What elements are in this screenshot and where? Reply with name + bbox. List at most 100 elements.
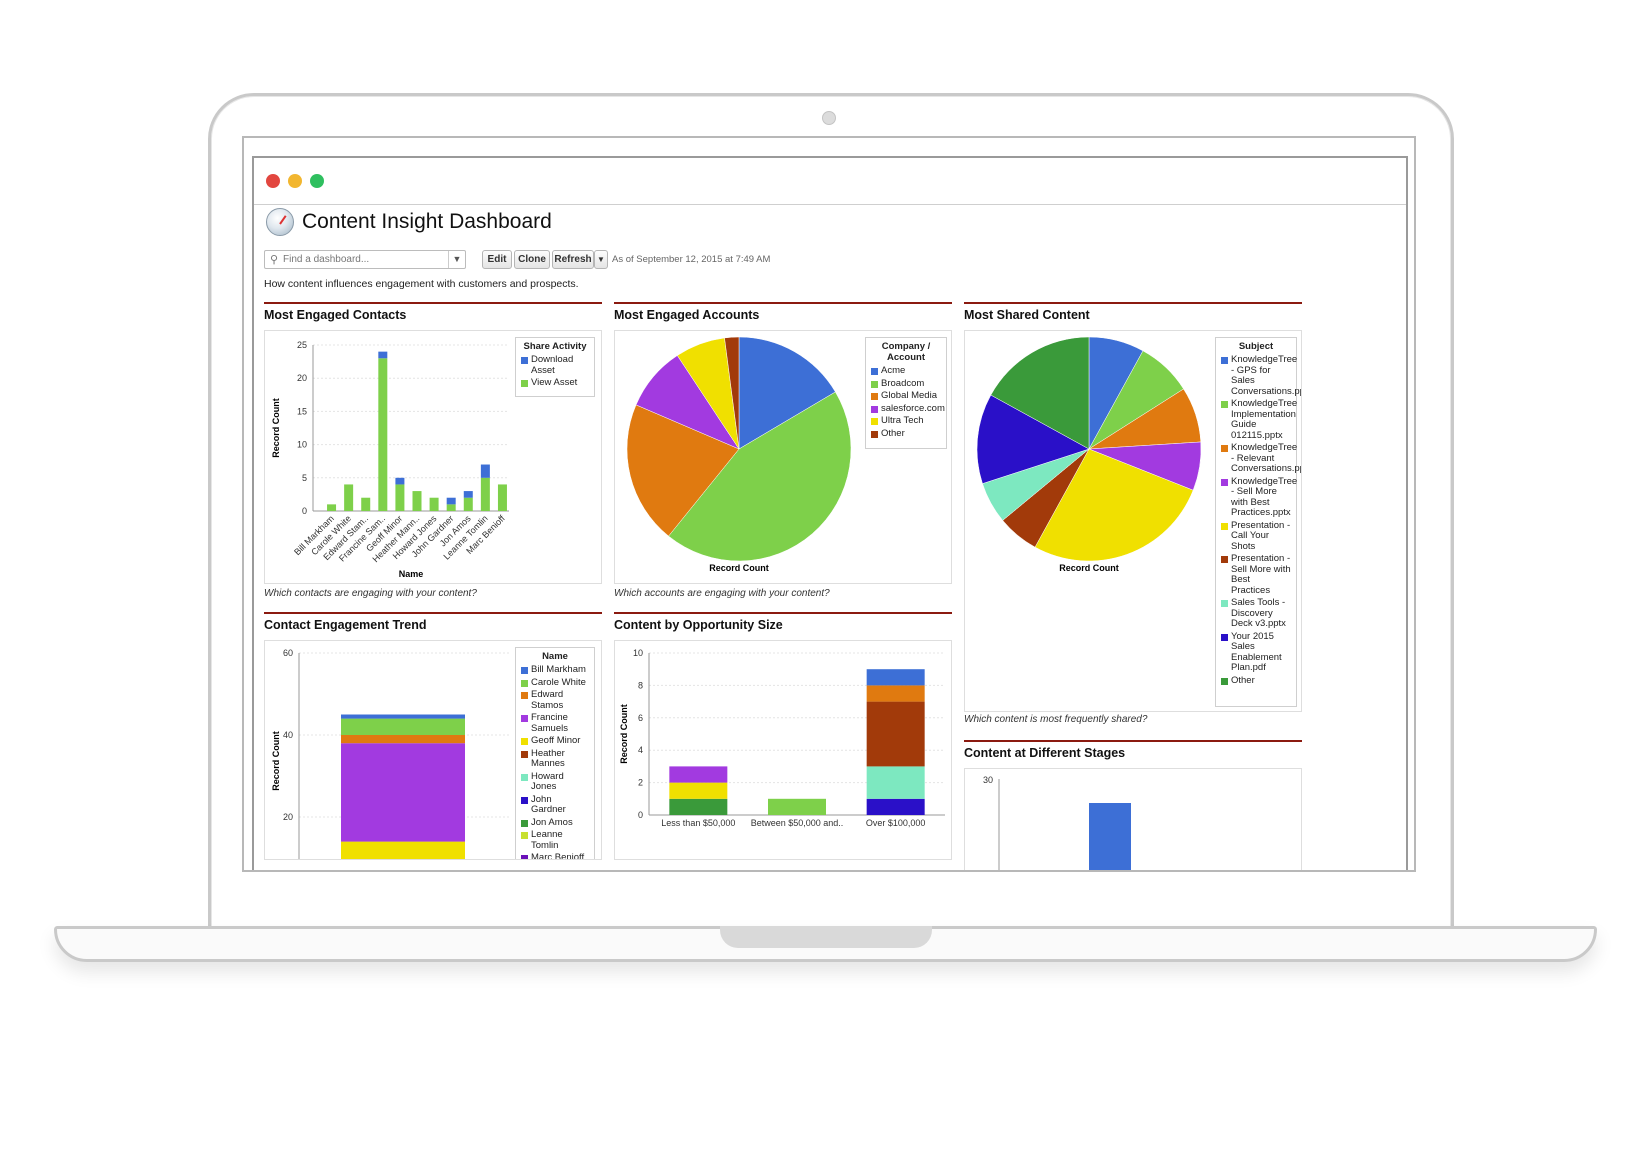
legend-item: Heather Mannes [521, 748, 589, 770]
search-icon: ⚲ [270, 254, 279, 266]
legend-title: Company / Account [881, 341, 931, 363]
trend-stacked-bar-chart: 20 40 60 Record Count [271, 648, 509, 859]
bar-segment [669, 766, 728, 783]
opportunity-chart-box: 0 2 4 6 8 10 Less than $50,000 Between $50,000 … [614, 640, 952, 860]
y-tick-label: 60 [283, 648, 293, 658]
legend-item: Leanne Tomlin [521, 829, 589, 851]
minimize-window-button[interactable] [288, 174, 302, 188]
bar-segment [378, 358, 388, 511]
trend-legend: Name Bill Markham Carole White Edward St… [515, 647, 595, 859]
legend-item: Francine Samuels [521, 712, 589, 734]
panel-contact-engagement-trend: Contact Engagement Trend 20 40 60 Record Co… [264, 612, 602, 860]
legend-item: KnowledgeTree - Sell More with Best Prac… [1221, 476, 1297, 519]
bar-segment [463, 497, 473, 511]
accounts-chart-box: Record Count Company / Account Acme Broa… [614, 330, 952, 584]
legend-item: KnowledgeTree - GPS for Sales Conversati… [1221, 354, 1301, 397]
y-tick-label: 0 [302, 506, 307, 516]
y-tick-label: 15 [297, 406, 307, 416]
x-tick-label: Less than $50,000 [661, 818, 735, 828]
bar-segment [866, 685, 925, 702]
pie-slice [990, 336, 1090, 450]
y-tick-label: 20 [297, 373, 307, 383]
y-axis-label: Record Count [271, 398, 281, 458]
bar-segment [341, 718, 465, 735]
panel-content-at-different-stages: Content at Different Stages 30 [964, 740, 1302, 870]
legend-item: Marc Benioff [521, 852, 589, 859]
y-tick-label: 4 [638, 745, 643, 755]
shared-chart-box: Record Count Subject KnowledgeTree - GPS… [964, 330, 1302, 712]
stages-chart-box: 30 [964, 768, 1302, 870]
maximize-window-button[interactable] [310, 174, 324, 188]
bar-segment [669, 782, 728, 799]
panel-title: Content at Different Stages [964, 740, 1302, 766]
dashboard-search-input[interactable]: ⚲ Find a dashboard... ▼ [264, 250, 466, 269]
y-tick-label: 30 [983, 775, 993, 785]
y-tick-label: 25 [297, 340, 307, 350]
panel-title: Most Shared Content [964, 302, 1302, 328]
bar [1089, 803, 1131, 870]
laptop-screen: Content Insight Dashboard ⚲ Find a dashb… [242, 136, 1416, 872]
legend-item: Acme [871, 365, 941, 377]
y-tick-label: 6 [638, 713, 643, 723]
legend-item: Presentation - Sell More with Best Pract… [1221, 553, 1291, 596]
y-tick-label: 40 [283, 730, 293, 740]
x-tick-label: Over $100,000 [866, 818, 926, 828]
y-tick-label: 10 [633, 648, 643, 658]
panel-footer: Which accounts are engaging with your co… [614, 588, 830, 599]
panel-most-engaged-accounts: Most Engaged Accounts Record Count Compa… [614, 302, 952, 602]
panel-footer: Which content is most frequently shared? [964, 714, 1148, 725]
contacts-chart-box: 0 5 10 15 20 25 Bill Markham Carole White Edward… [264, 330, 602, 584]
legend-item: Geoff Minor [521, 735, 589, 747]
bar-segment [341, 714, 465, 719]
bar-segment [341, 743, 465, 842]
contacts-legend: Share Activity Download Asset View Asset [515, 337, 595, 397]
x-axis-label: Record Count [709, 563, 769, 573]
accounts-legend: Company / Account Acme Broadcom Global M… [865, 337, 947, 449]
window-titlebar [254, 158, 1406, 205]
pie-slice [1034, 448, 1194, 562]
chevron-down-icon[interactable]: ▼ [448, 251, 465, 268]
panel-most-shared-content: Most Shared Content Record Count Subject… [964, 302, 1302, 732]
dashboard-gauge-icon [266, 208, 294, 236]
legend-item: Global Media [871, 390, 941, 402]
legend-title: Subject [1238, 341, 1274, 352]
bar-segment [395, 477, 405, 485]
panel-title: Most Engaged Accounts [614, 302, 952, 328]
edit-button[interactable]: Edit [482, 250, 512, 269]
bar-segment [866, 669, 925, 686]
y-tick-label: 2 [638, 778, 643, 788]
trend-chart-box: 20 40 60 Record Count Name Bill Markham Car… [264, 640, 602, 860]
clone-button[interactable]: Clone [514, 250, 550, 269]
legend-title: Name [542, 651, 568, 662]
y-tick-label: 20 [283, 812, 293, 822]
laptop-notch [720, 926, 932, 948]
shared-pie-chart: Record Count [976, 336, 1202, 573]
legend-item: View Asset [521, 377, 589, 389]
page-title: Content Insight Dashboard [302, 210, 552, 233]
legend-item: John Gardner [521, 794, 589, 816]
bar-segment [463, 491, 473, 498]
legend-item: Sales Tools - Discovery Deck v3.pptx [1221, 597, 1291, 630]
browser-window: Content Insight Dashboard ⚲ Find a dashb… [252, 156, 1408, 870]
dashboard-description: How content influences engagement with c… [264, 278, 579, 290]
legend-item: Howard Jones [521, 771, 589, 793]
bar-segment [446, 497, 456, 505]
close-window-button[interactable] [266, 174, 280, 188]
refresh-button[interactable]: Refresh [552, 250, 594, 269]
legend-item: Jon Amos [521, 817, 589, 829]
y-tick-label: 8 [638, 680, 643, 690]
legend-item: Your 2015 Sales Enablement Plan.pdf [1221, 631, 1291, 674]
bar-segment [497, 484, 507, 511]
pie-slice [724, 336, 740, 450]
refresh-dropdown-icon[interactable]: ▼ [594, 250, 608, 269]
legend-item: Edward Stamos [521, 689, 589, 711]
legend-item: Other [871, 428, 941, 440]
y-tick-label: 5 [302, 473, 307, 483]
x-axis-label: Name [399, 569, 424, 579]
bar-segment [361, 497, 371, 511]
x-tick-label: Between $50,000 and.. [751, 818, 844, 828]
pie-slice [738, 336, 836, 450]
pie-slice [626, 404, 740, 537]
bar-segment [480, 464, 490, 478]
